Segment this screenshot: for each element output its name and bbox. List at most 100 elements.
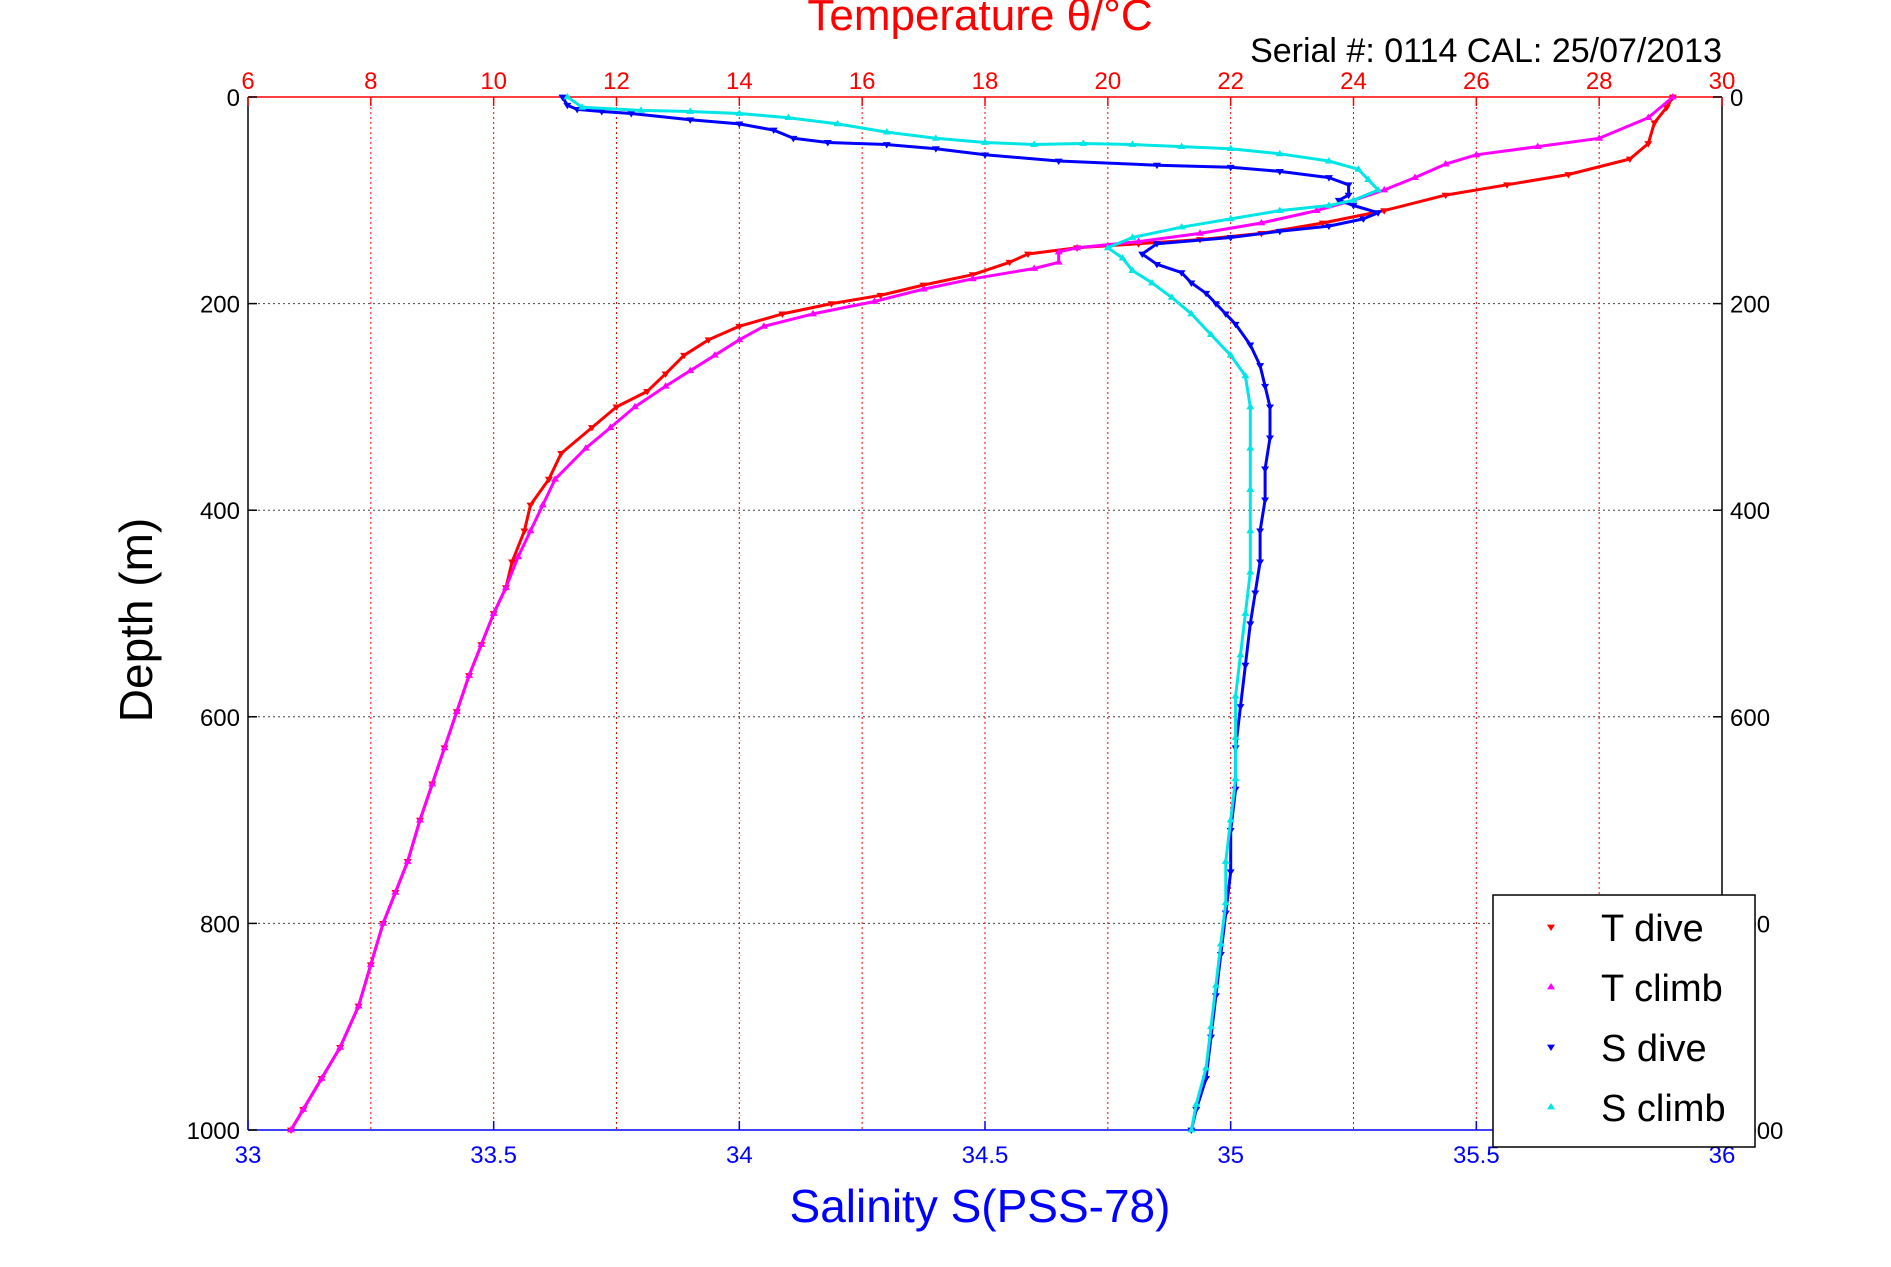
x-bottom-tick-label: 35 <box>1217 1142 1244 1169</box>
data-point-t-dive <box>876 292 885 300</box>
data-point-s-dive <box>1177 270 1186 277</box>
data-point-s-dive <box>823 140 832 147</box>
data-point-s-climb <box>1192 1100 1201 1107</box>
data-point-t-climb <box>538 501 547 508</box>
x-top-tick-label: 28 <box>1586 68 1613 95</box>
legend-item-s-climb: S climb <box>1547 1088 1726 1130</box>
data-point-s-dive <box>1226 164 1235 172</box>
data-point-s-climb <box>1246 526 1255 534</box>
data-point-t-dive <box>508 559 517 566</box>
legend-item-t-dive: T dive <box>1547 908 1704 950</box>
data-point-t-dive <box>1380 208 1389 215</box>
data-point-s-dive <box>1261 497 1270 504</box>
data-point-t-dive <box>612 404 621 411</box>
x-bottom-tick-label: 34.5 <box>962 1142 1009 1169</box>
legend-label-t-climb: T climb <box>1601 968 1723 1010</box>
x-bottom-tick-label: 34 <box>726 1142 753 1169</box>
data-point-t-climb <box>526 526 535 534</box>
data-point-t-climb <box>1410 173 1419 180</box>
data-point-t-climb <box>1312 206 1321 214</box>
data-point-s-climb <box>1221 898 1230 906</box>
x-top-tick-label: 14 <box>726 68 753 95</box>
x-top-tick-label: 24 <box>1340 68 1367 95</box>
data-point-s-dive <box>1152 162 1161 170</box>
data-point-s-dive <box>1246 342 1255 349</box>
data-point-s-dive <box>769 127 778 135</box>
data-point-s-climb <box>1226 816 1235 823</box>
data-point-t-climb <box>286 1126 295 1133</box>
x-top-tick-label: 22 <box>1217 68 1244 95</box>
data-point-s-climb <box>784 113 793 121</box>
data-point-s-climb <box>1148 278 1157 286</box>
data-point-s-dive <box>1152 241 1161 248</box>
data-point-t-climb <box>477 640 486 647</box>
x-bottom-tick-label: 35.5 <box>1453 1142 1500 1169</box>
data-point-t-dive <box>557 450 566 458</box>
data-point-s-dive <box>597 109 606 116</box>
data-point-s-climb <box>1349 196 1358 203</box>
data-point-t-dive <box>778 311 787 318</box>
x-top-tick-label: 8 <box>364 68 377 95</box>
data-point-s-dive <box>1231 321 1240 329</box>
data-point-t-dive <box>1023 251 1032 259</box>
legend-label-t-dive: T dive <box>1601 908 1704 950</box>
data-point-t-climb <box>735 335 744 343</box>
y-tick-label-left: 400 <box>200 498 240 525</box>
data-point-t-climb <box>428 779 437 787</box>
data-point-s-dive <box>1324 175 1333 182</box>
data-point-t-climb <box>1073 243 1082 251</box>
legend-marker-s-climb <box>1547 1103 1555 1110</box>
data-point-t-dive <box>544 476 553 484</box>
data-point-s-dive <box>882 142 891 149</box>
data-point-s-climb <box>833 119 842 127</box>
data-point-s-dive <box>1324 223 1333 231</box>
data-point-t-climb <box>465 671 474 678</box>
data-point-t-climb <box>403 857 412 864</box>
data-point-t-dive <box>680 352 689 360</box>
data-point-t-dive <box>735 323 744 331</box>
data-point-s-dive <box>1236 704 1245 711</box>
data-point-s-climb <box>981 138 989 145</box>
data-point-t-dive <box>520 528 529 535</box>
data-point-s-dive <box>1261 466 1270 473</box>
data-point-s-dive <box>1251 590 1260 597</box>
y-tick-label-right: 600 <box>1730 705 1770 732</box>
legend-item-t-climb: T climb <box>1547 968 1723 1010</box>
y-tick-label-right: 400 <box>1730 498 1770 525</box>
data-point-s-climb <box>1324 201 1333 208</box>
data-point-s-dive <box>627 111 636 118</box>
data-point-s-dive <box>1246 621 1255 628</box>
data-point-s-climb <box>1354 165 1363 172</box>
x-axis-label-salinity: Salinity S(PSS-78) <box>790 1180 1171 1232</box>
data-point-s-climb <box>1187 309 1196 317</box>
data-point-s-climb <box>578 103 587 110</box>
data-point-t-climb <box>968 274 977 282</box>
data-point-s-climb <box>1231 733 1240 740</box>
chart-title: Temperature θ/°C <box>807 0 1152 40</box>
data-point-t-climb <box>415 816 424 823</box>
data-point-s-climb <box>1246 568 1255 575</box>
data-point-s-climb <box>1246 402 1255 410</box>
data-point-s-dive <box>1226 235 1235 242</box>
data-point-t-climb <box>710 351 719 358</box>
data-point-t-climb <box>452 707 461 715</box>
data-point-s-climb <box>1128 233 1137 240</box>
data-point-t-dive <box>1650 120 1659 127</box>
data-point-t-climb <box>809 309 818 317</box>
data-point-s-climb <box>1246 485 1255 492</box>
data-point-s-climb <box>1275 149 1284 157</box>
data-point-s-dive <box>1265 404 1274 411</box>
data-point-s-dive <box>735 121 744 128</box>
data-point-s-climb <box>1226 351 1235 358</box>
data-point-s-climb <box>1226 144 1235 152</box>
y-tick-label-left: 800 <box>200 911 240 938</box>
data-point-s-dive <box>1221 311 1230 318</box>
data-point-s-climb <box>1030 140 1039 147</box>
data-point-t-climb <box>1595 134 1604 141</box>
data-point-s-climb <box>1324 157 1333 164</box>
data-point-t-dive <box>526 502 535 510</box>
data-point-t-dive <box>661 371 670 378</box>
data-point-t-climb <box>1472 150 1481 158</box>
data-point-t-climb <box>354 1002 363 1009</box>
x-top-tick-label: 20 <box>1094 68 1121 95</box>
